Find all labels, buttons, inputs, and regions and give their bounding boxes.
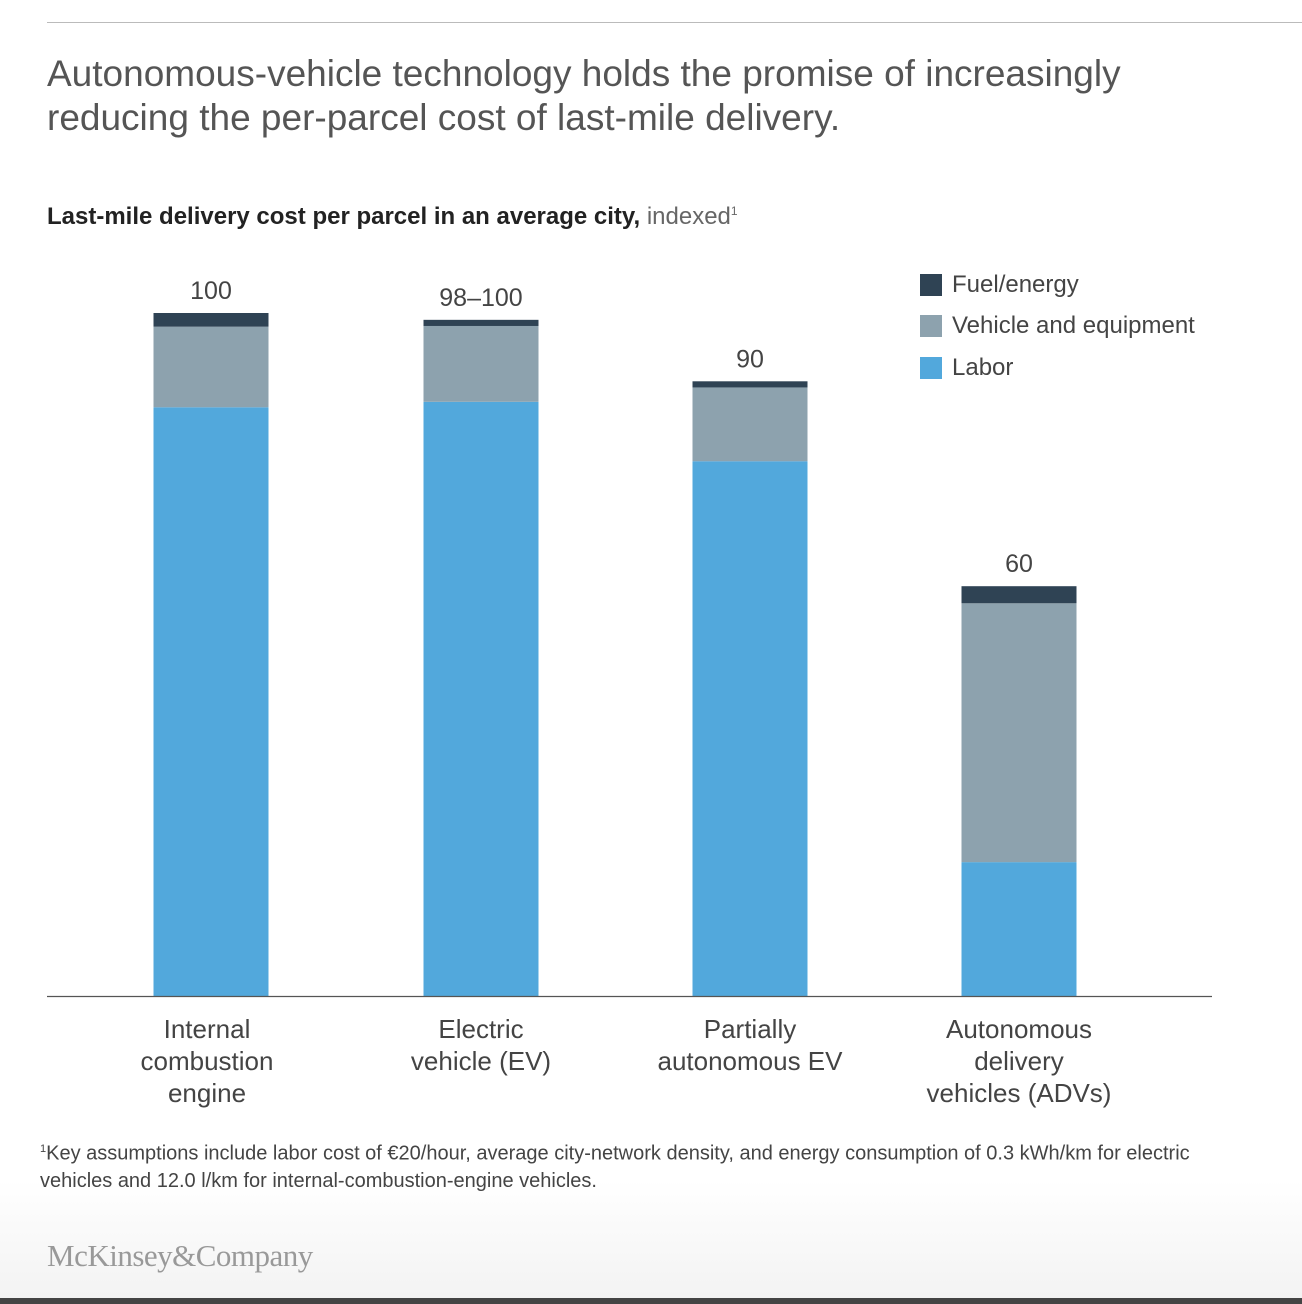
bar-segment-fuel-energy	[961, 586, 1077, 604]
bottom-bar	[0, 1298, 1302, 1304]
legend-swatch	[920, 273, 942, 296]
category-label: Internal combustion engine	[140, 1014, 274, 1108]
footnote-marker: 1	[40, 1143, 47, 1155]
bar-segment-fuel-energy	[692, 381, 808, 388]
bar-segment-labor	[961, 862, 1077, 996]
chart-title: Last-mile delivery cost per parcel in an…	[47, 203, 738, 231]
legend-label: Fuel/energy	[952, 270, 1079, 298]
legend: Fuel/energy Vehicle and equipment Labor	[920, 264, 1195, 389]
total-label: 100	[190, 277, 232, 305]
bar-segment-fuel-energy	[153, 313, 269, 327]
bar-segment-vehicle-and-equipment	[692, 387, 808, 462]
category-label: Partially autonomous EV	[657, 1014, 843, 1076]
mckinsey-logo: McKinsey&Company	[47, 1238, 313, 1273]
legend-label: Vehicle and equipment	[952, 312, 1195, 340]
legend-item-fuel: Fuel/energy	[920, 264, 1195, 306]
chart-title-footnote-marker: 1	[730, 204, 738, 218]
bar-segment-vehicle-and-equipment	[423, 325, 539, 402]
bar-segment-vehicle-and-equipment	[961, 603, 1077, 863]
total-label: 90	[736, 345, 764, 373]
legend-item-vehicle: Vehicle and equipment	[920, 306, 1195, 348]
page-title: Autonomous-vehicle technology holds the …	[47, 53, 1121, 138]
category-label: Electric vehicle (EV)	[410, 1014, 552, 1076]
bar-segment-labor	[692, 461, 808, 996]
bar-segment-labor	[153, 407, 269, 996]
legend-swatch	[920, 356, 942, 379]
chart-title-suffix: indexed	[646, 203, 731, 230]
chart-title-main: Last-mile delivery cost per parcel in an…	[47, 203, 641, 230]
footnote-text: Key assumptions include labor cost of €2…	[40, 1142, 1190, 1192]
bar-segment-fuel-energy	[423, 319, 539, 326]
legend-label: Labor	[952, 353, 1014, 381]
legend-swatch	[920, 315, 942, 338]
top-divider	[47, 22, 1302, 23]
bar-segment-vehicle-and-equipment	[153, 326, 269, 408]
legend-item-labor: Labor	[920, 347, 1195, 389]
bar-segment-labor	[423, 401, 539, 996]
total-label: 60	[1005, 550, 1033, 578]
footnote: 1Key assumptions include labor cost of €…	[40, 1136, 1240, 1195]
category-label: Autonomous delivery vehicles (ADVs)	[926, 1014, 1112, 1108]
total-label: 98–100	[439, 284, 522, 312]
